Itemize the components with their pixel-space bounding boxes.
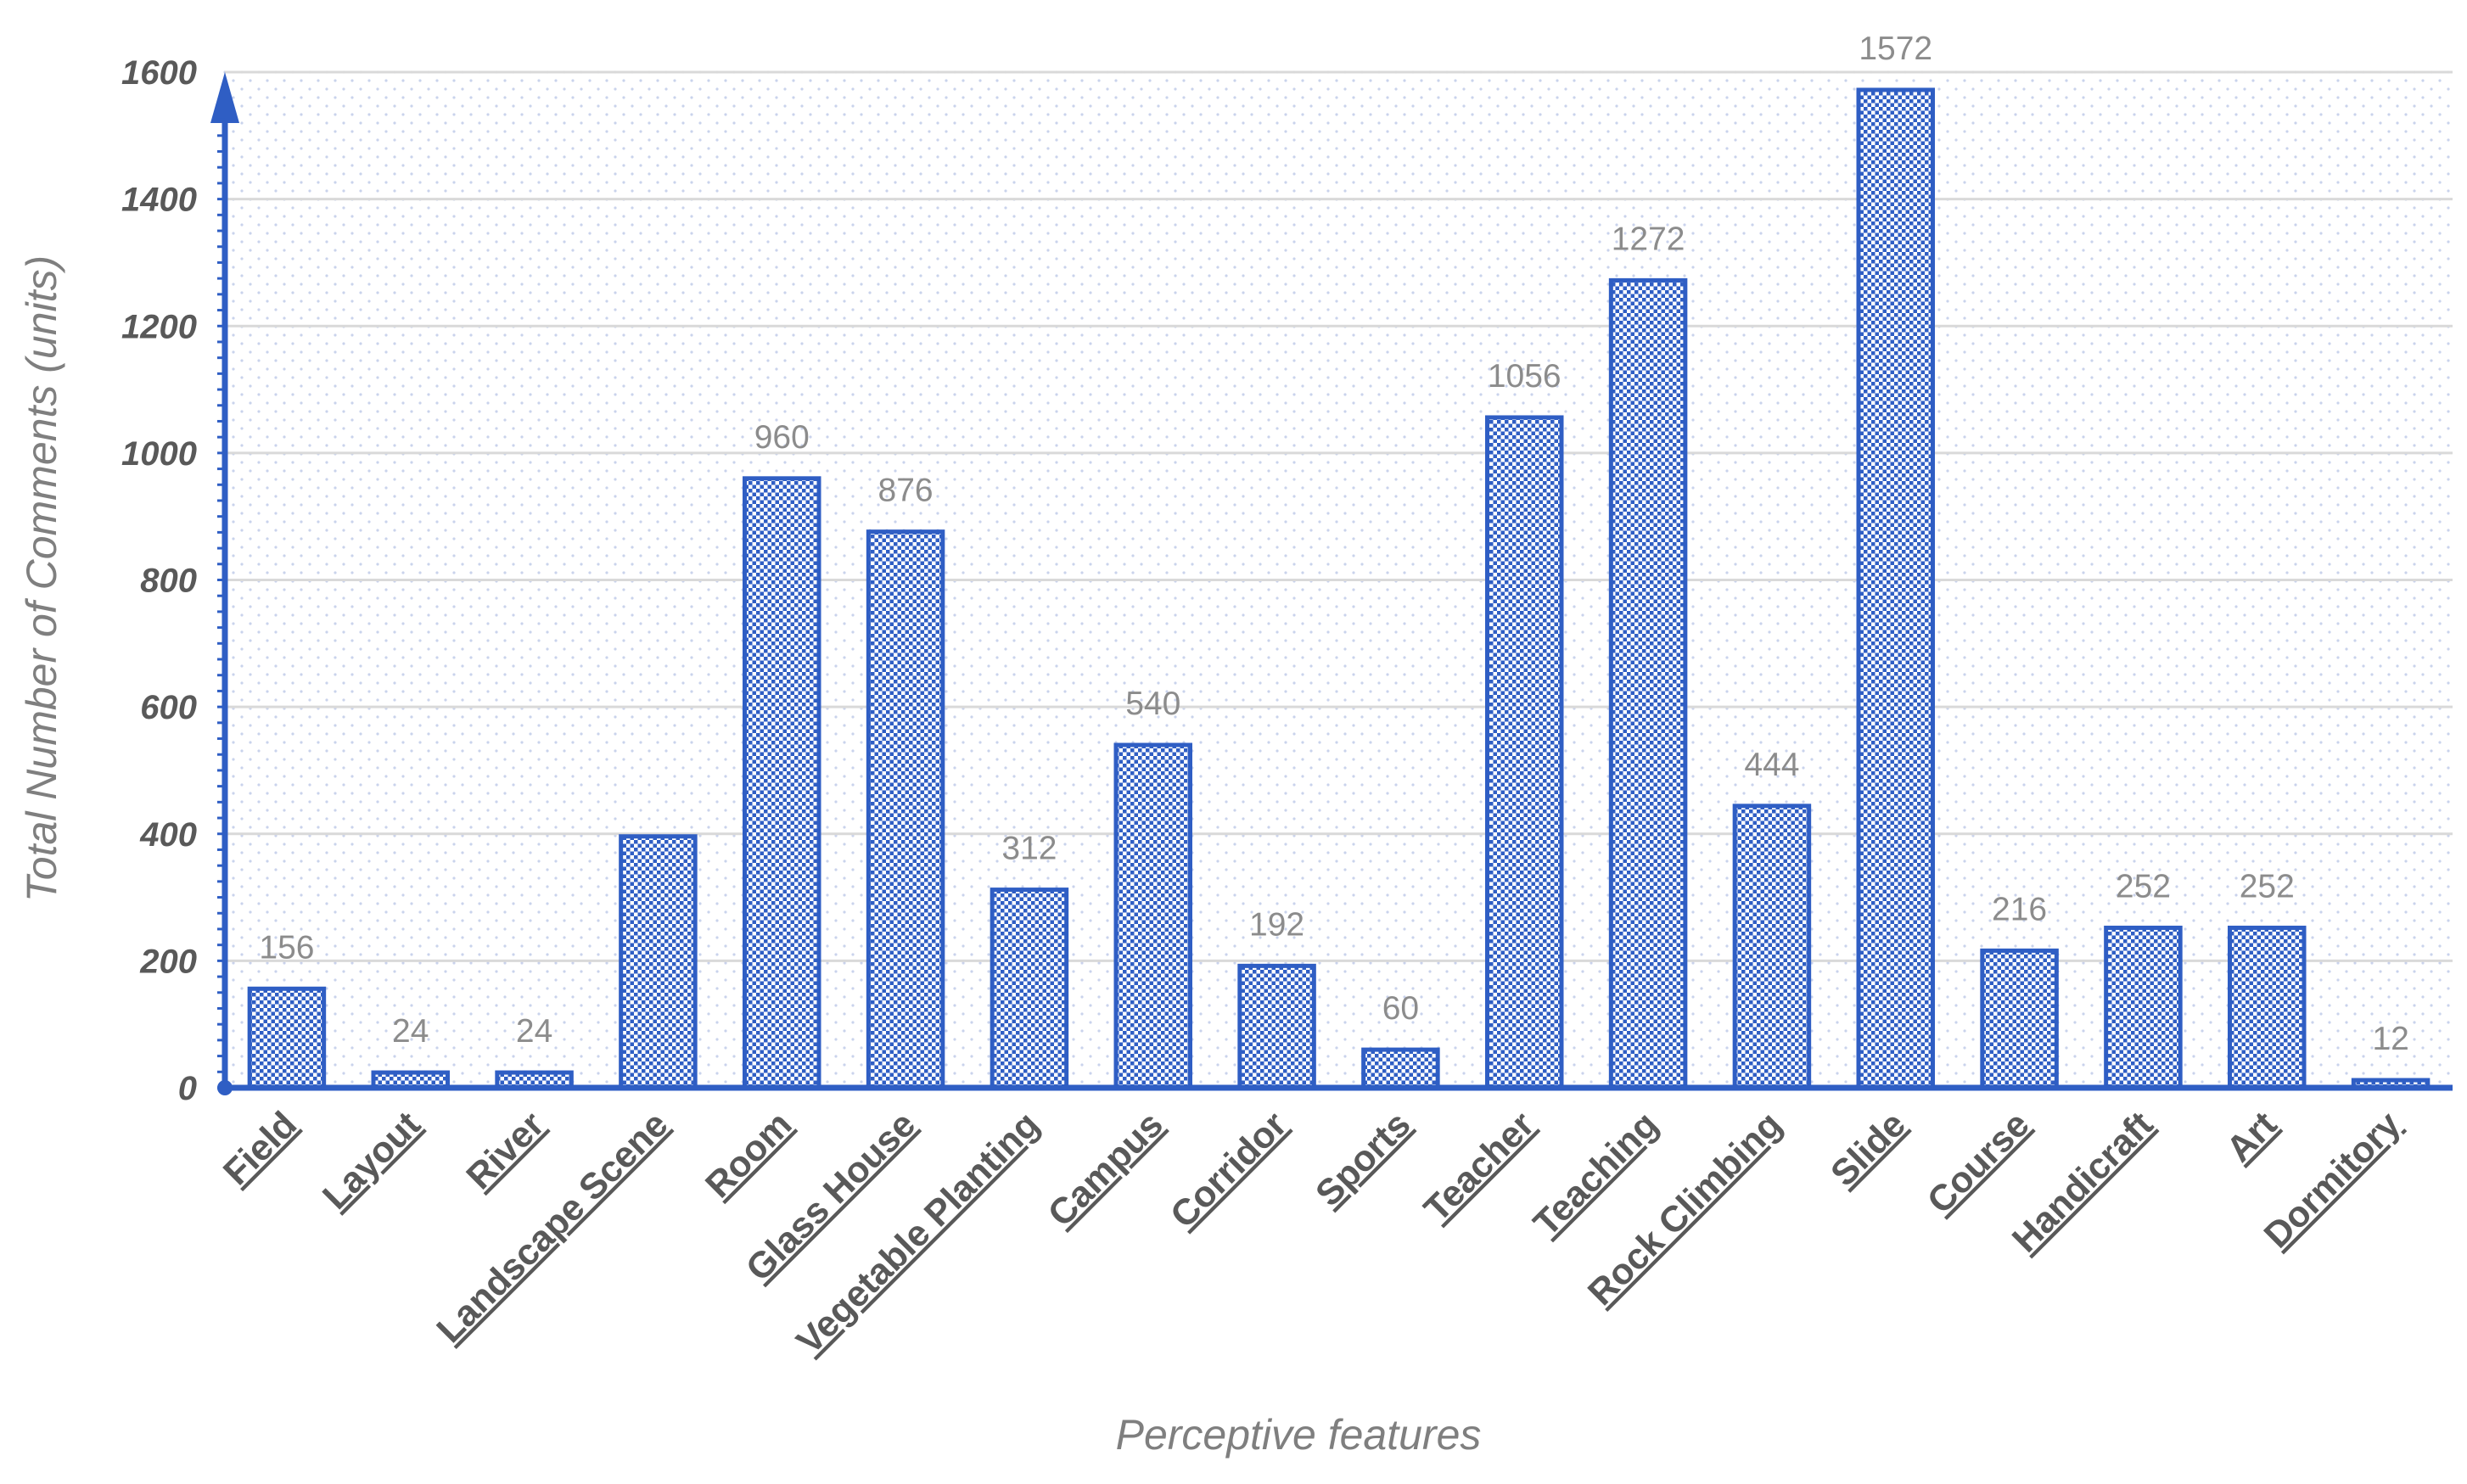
y-tick-label: 400 [139, 816, 197, 854]
data-label: 876 [878, 473, 934, 509]
y-tick-label: 600 [140, 689, 197, 726]
bar-handicraft [2104, 925, 2183, 1090]
data-label: 252 [2240, 868, 2295, 904]
bar-rock-climbing [1732, 804, 1812, 1090]
data-label: 1272 [1612, 221, 1685, 257]
data-labels: 156 24 24 960 876 312 540 192 60 1056 1272 444 1572 2… [259, 31, 2408, 1057]
y-tick-label: 200 [139, 943, 197, 980]
y-tick-label: 1000 [121, 435, 197, 473]
bar-campus [1113, 742, 1192, 1090]
y-tick-label: 800 [140, 563, 197, 600]
bar-art [2228, 925, 2307, 1090]
x-category-label: Art [2218, 1104, 2285, 1170]
y-tick-label: 0 [178, 1070, 197, 1107]
bar-corridor [1237, 963, 1316, 1090]
y-tick-label: 1600 [121, 54, 197, 92]
y-tick-label: 1400 [121, 182, 197, 219]
data-label: 60 [1382, 990, 1419, 1027]
data-label: 156 [259, 929, 314, 966]
y-tick-label: 1200 [121, 308, 197, 345]
y-axis-title: Total Number of Comments (units) [18, 255, 65, 902]
data-label: 960 [754, 419, 810, 456]
x-category-label: River [459, 1104, 552, 1197]
data-label: 252 [2116, 868, 2171, 904]
x-axis-title: Perceptive features [1116, 1411, 1482, 1459]
data-label: 540 [1125, 686, 1180, 722]
data-label: 1572 [1859, 31, 1932, 67]
x-category-label: Course [1920, 1104, 2038, 1222]
y-axis-arrow [210, 72, 239, 123]
data-label: 192 [1249, 906, 1304, 943]
x-category-label: Dormitory [2257, 1104, 2408, 1256]
x-category-label: Room [698, 1104, 799, 1206]
bar-field [247, 986, 327, 1090]
bar-glass-house [866, 529, 945, 1090]
x-category-label: Campus [1040, 1104, 1171, 1235]
data-label: 312 [1001, 831, 1057, 867]
y-tick-labels: 0 200 400 600 800 1000 1200 1400 1600 [121, 54, 197, 1107]
bar-slide [1856, 87, 1935, 1090]
bar-teacher [1485, 415, 1564, 1090]
data-label: 216 [1992, 891, 2047, 927]
axes [210, 72, 2453, 1095]
data-label: 24 [516, 1013, 552, 1050]
x-category-label: Teacher [1416, 1104, 1542, 1229]
x-category-label: Landscape Scene [429, 1104, 676, 1351]
data-label: 1056 [1488, 358, 1561, 395]
x-category-label: Layout [315, 1104, 429, 1218]
x-category-label: Slide [1823, 1104, 1914, 1195]
gridlines [225, 70, 2453, 962]
x-category-label: Sports [1308, 1104, 1418, 1214]
bar-teaching [1608, 277, 1688, 1090]
bar-vegetable-planting [990, 888, 1069, 1090]
x-category-label: Corridor [1163, 1104, 1295, 1236]
x-category-label: Field [216, 1104, 305, 1193]
data-label: 24 [392, 1013, 429, 1050]
bar-course [1980, 948, 2059, 1090]
axis-origin-dot [217, 1080, 233, 1095]
bar-landscape-scene [619, 834, 698, 1090]
bar-room [743, 476, 821, 1090]
plot-background [222, 70, 2454, 1086]
data-label: 12 [2372, 1021, 2408, 1057]
x-category-label: Vegetable Planting [789, 1104, 1047, 1362]
bar-sports [1361, 1047, 1440, 1090]
data-label: 444 [1744, 747, 1799, 783]
